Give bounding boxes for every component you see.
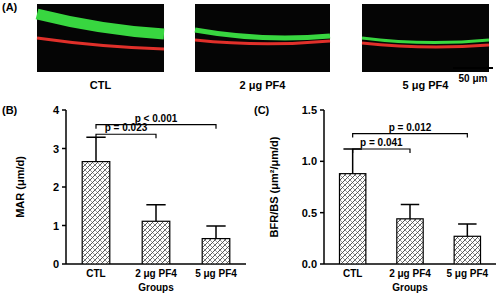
y-tick xyxy=(320,109,324,111)
p-value: p = 0.012 xyxy=(389,122,432,133)
y-tick-label: 4 xyxy=(53,104,60,116)
figure: (A) CTL 2 μg PF4 5 μg PF4 50 μm (B) 0 1 2 3 4 CTL 2 … xyxy=(0,0,500,293)
y-tick xyxy=(62,109,66,111)
y-tick-label: 1.0 xyxy=(302,155,317,167)
panel-label: (B) xyxy=(2,104,18,116)
scale-bar-label: 50 μm xyxy=(459,73,488,84)
red-label-band xyxy=(195,40,330,44)
red-label-band xyxy=(362,43,489,47)
x-tick-label: 5 μg PF4 xyxy=(446,268,488,279)
image-caption: 2 μg PF4 xyxy=(240,79,287,91)
green-label-band xyxy=(195,30,330,38)
bar xyxy=(454,236,480,264)
image-background xyxy=(37,4,164,72)
micrograph xyxy=(195,4,330,72)
significance-bracket xyxy=(96,134,156,138)
y-tick xyxy=(62,263,66,265)
bar xyxy=(82,162,110,264)
y-tick-label: 1.5 xyxy=(302,104,317,116)
y-tick-label: 0.0 xyxy=(302,258,317,270)
image-background xyxy=(362,4,489,72)
y-tick-label: 0.5 xyxy=(302,207,317,219)
y-tick xyxy=(62,148,66,150)
y-tick xyxy=(62,186,66,188)
scale-bar xyxy=(453,67,493,69)
x-axis-label: Groups xyxy=(392,282,428,293)
image-background xyxy=(195,4,330,72)
significance-bracket xyxy=(96,125,216,129)
y-tick-label: 1 xyxy=(53,220,59,232)
error-bar xyxy=(86,137,105,161)
y-axis-label: MAR (μm/d) xyxy=(14,156,26,218)
red-label-band xyxy=(37,38,164,49)
bar xyxy=(142,221,170,264)
bar xyxy=(339,174,365,264)
p-value: p < 0.001 xyxy=(135,113,178,124)
y-tick xyxy=(320,263,324,265)
x-tick-label: CTL xyxy=(343,268,362,279)
p-value: p = 0.041 xyxy=(360,137,403,148)
x-tick-label: CTL xyxy=(86,268,105,279)
y-axis xyxy=(323,110,325,264)
green-label-band xyxy=(362,38,489,43)
image-caption: CTL xyxy=(90,79,112,91)
x-tick-label: 2 μg PF4 xyxy=(135,268,177,279)
micrograph xyxy=(362,4,489,72)
error-bar xyxy=(401,204,419,218)
x-tick-label: 5 μg PF4 xyxy=(195,268,237,279)
error-bar xyxy=(458,224,476,236)
p-value: p = 0.023 xyxy=(105,122,148,133)
significance-bracket xyxy=(353,149,410,153)
bar xyxy=(202,239,230,264)
panel-label: (C) xyxy=(254,104,270,116)
bars xyxy=(339,149,480,264)
y-tick xyxy=(62,225,66,227)
y-axis-label: BFR/BS (μm²/μm/d) xyxy=(268,136,280,237)
y-tick xyxy=(320,161,324,163)
y-tick xyxy=(320,212,324,214)
y-tick-label: 3 xyxy=(53,143,59,155)
green-label-band xyxy=(37,14,164,34)
image-caption: 5 μg PF4 xyxy=(403,79,450,91)
panel-label: (A) xyxy=(2,1,18,13)
bar xyxy=(397,219,423,264)
y-tick-label: 2 xyxy=(53,181,59,193)
y-tick-label: 0 xyxy=(53,258,59,270)
micrograph xyxy=(37,4,164,72)
x-axis-label: Groups xyxy=(138,282,174,293)
error-bar xyxy=(146,205,165,222)
error-bar xyxy=(206,226,225,239)
bars xyxy=(82,137,230,264)
x-tick-label: 2 μg PF4 xyxy=(389,268,431,279)
significance-bracket xyxy=(353,134,468,138)
